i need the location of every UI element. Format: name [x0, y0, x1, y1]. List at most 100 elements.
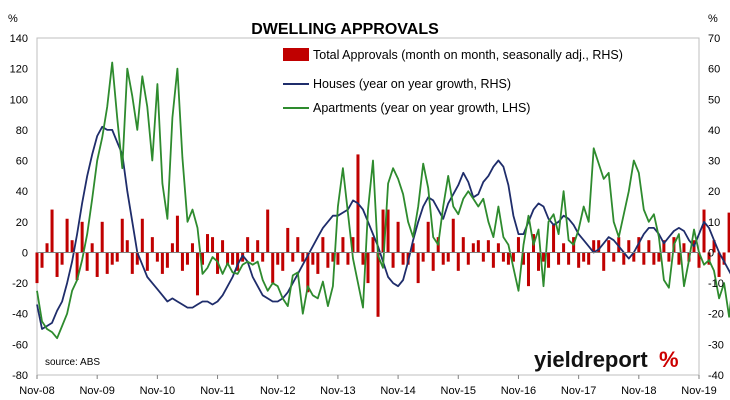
total-approvals-bar: [90, 243, 94, 253]
right-tick-label: 40: [708, 125, 720, 137]
x-axis-ticks: Nov-08 Nov-09 Nov-10 Nov-11 Nov-12 Nov-13 Nov-…: [19, 375, 717, 397]
total-approvals-bar: [451, 218, 455, 253]
total-approvals-bar: [481, 252, 485, 262]
total-approvals-bar: [301, 252, 305, 262]
left-tick-label: 100: [10, 94, 28, 106]
total-approvals-bar: [557, 252, 561, 265]
total-approvals-bar: [612, 252, 616, 262]
x-tick-label: Nov-13: [320, 385, 355, 397]
total-approvals-bar: [95, 252, 99, 277]
total-approvals-bar: [221, 240, 225, 253]
total-approvals-bar: [70, 240, 74, 253]
left-tick-label: 60: [16, 156, 28, 168]
x-tick-label: Nov-08: [19, 385, 54, 397]
total-approvals-bar: [717, 252, 721, 277]
total-approvals-bar: [361, 252, 365, 265]
total-approvals-bar: [491, 252, 495, 268]
total-approvals-bar: [456, 252, 460, 271]
right-tick-label: -30: [708, 339, 724, 351]
total-approvals-bar: [331, 252, 335, 262]
total-approvals-bars: [35, 154, 730, 317]
source-note: source: ABS: [45, 357, 100, 368]
total-approvals-bar: [165, 252, 169, 268]
total-approvals-bar: [281, 252, 285, 271]
total-approvals-bar: [426, 221, 430, 253]
total-approvals-bar: [150, 237, 154, 253]
right-tick-label: 0: [708, 247, 714, 259]
total-approvals-bar: [291, 252, 295, 262]
total-approvals-bar: [266, 209, 270, 253]
total-approvals-bar: [627, 240, 631, 253]
right-tick-label: 20: [708, 186, 720, 198]
total-approvals-bar: [115, 252, 119, 262]
x-tick-label: Nov-14: [380, 385, 415, 397]
total-approvals-bar: [246, 237, 250, 253]
total-approvals-bar: [667, 252, 671, 262]
right-axis-unit: %: [708, 13, 718, 25]
total-approvals-bar: [727, 212, 730, 253]
apartments-line: [36, 61, 730, 340]
right-tick-label: 50: [708, 94, 720, 106]
total-approvals-bar: [145, 252, 149, 271]
total-approvals-bar: [55, 252, 59, 277]
total-approvals-bar: [431, 252, 435, 271]
right-tick-label: 60: [708, 64, 720, 76]
total-approvals-bar: [496, 243, 500, 253]
total-approvals-bar: [446, 252, 450, 262]
right-tick-label: -40: [708, 370, 724, 382]
x-tick-label: Nov-17: [561, 385, 596, 397]
legend-label-total-approvals: Total Approvals (month on month, seasona…: [313, 48, 623, 62]
total-approvals-bar: [712, 240, 716, 253]
right-tick-label: -20: [708, 309, 724, 321]
total-approvals-bar: [562, 243, 566, 253]
total-approvals-bar: [411, 243, 415, 253]
total-approvals-bar: [206, 234, 210, 253]
total-approvals-bar: [607, 240, 611, 253]
left-tick-label: 40: [16, 186, 28, 198]
right-axis-ticks: -40 -30 -20 -10 0 10 20 30 40 50 60 70: [708, 33, 724, 382]
total-approvals-bar: [521, 252, 525, 265]
total-approvals-bar: [195, 252, 199, 296]
left-tick-label: -40: [12, 309, 28, 321]
total-approvals-bar: [251, 252, 255, 262]
total-approvals-bar: [105, 252, 109, 274]
total-approvals-bar: [120, 218, 124, 253]
total-approvals-bar: [657, 252, 661, 262]
total-approvals-bar: [170, 243, 174, 253]
total-approvals-bar: [80, 221, 84, 253]
total-approvals-bar: [677, 252, 681, 265]
total-approvals-bar: [316, 252, 320, 274]
left-tick-label: -80: [12, 370, 28, 382]
total-approvals-bar: [597, 240, 601, 253]
total-approvals-bar: [582, 252, 586, 262]
x-tick-label: Nov-15: [441, 385, 476, 397]
logo-text: yieldreport: [534, 347, 648, 372]
total-approvals-bar: [45, 243, 49, 253]
total-approvals-bar: [371, 237, 375, 253]
total-approvals-bar: [336, 252, 340, 265]
total-approvals-bar: [376, 252, 380, 317]
total-approvals-bar: [366, 252, 370, 284]
x-tick-label: Nov-19: [681, 385, 716, 397]
total-approvals-bar: [501, 252, 505, 262]
total-approvals-bar: [190, 243, 194, 253]
total-approvals-bar: [286, 227, 290, 253]
left-tick-label: 120: [10, 64, 28, 76]
total-approvals-bar: [35, 252, 39, 284]
total-approvals-bar: [642, 252, 646, 265]
total-approvals-bar: [632, 252, 636, 262]
total-approvals-bar: [577, 252, 581, 268]
legend-label-apartments: Apartments (year on year growth, LHS): [313, 101, 530, 115]
total-approvals-bar: [391, 252, 395, 268]
left-tick-label: 0: [22, 247, 28, 259]
total-approvals-bar: [401, 252, 405, 265]
total-approvals-bar: [662, 240, 666, 253]
total-approvals-bar: [276, 252, 280, 265]
total-approvals-bar: [110, 252, 114, 265]
total-approvals-bar: [652, 252, 656, 265]
total-approvals-bar: [306, 252, 310, 293]
chart-title: DWELLING APPROVALS: [251, 21, 439, 38]
total-approvals-bar: [351, 237, 355, 253]
left-axis-ticks: -80 -60 -40 -20 0 20 40 60 80 100 120 140: [10, 33, 28, 382]
